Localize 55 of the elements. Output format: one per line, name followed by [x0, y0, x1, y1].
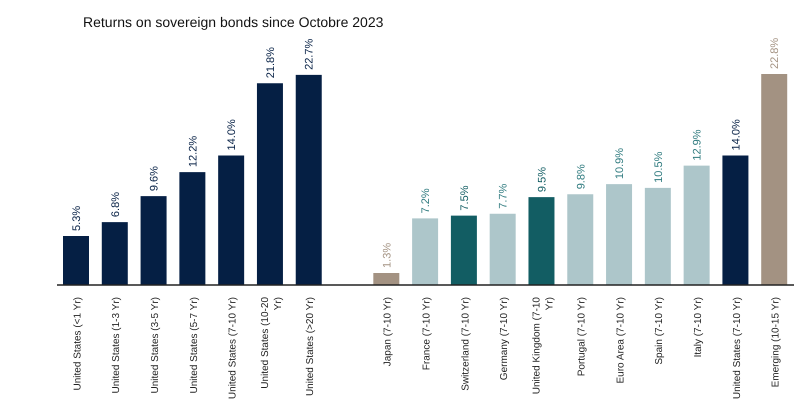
data-label: 12.2%: [187, 136, 200, 168]
x-tick-label: United Kingdom (7-10 Yr): [531, 296, 556, 394]
x-tick-label: United States (5-7 Yr): [188, 297, 200, 394]
x-tick-label: United States (1-3 Yr): [111, 297, 122, 394]
bar: [490, 214, 516, 285]
bar: [102, 222, 128, 285]
x-tick-label: United States (7-10 Yr): [228, 297, 239, 400]
data-label: 7.2%: [420, 188, 432, 214]
x-tick-label: Italy (7-10 Yr): [693, 297, 704, 358]
bar: [412, 218, 438, 285]
bar: [63, 236, 89, 285]
data-label: 21.8%: [264, 46, 277, 78]
x-tick-label: Japan (7-10 Yr): [382, 297, 394, 366]
data-label: 14.0%: [226, 119, 238, 150]
bar: [644, 188, 671, 285]
data-label: 9.6%: [148, 166, 161, 192]
bar: [567, 194, 594, 285]
bar: [761, 74, 788, 285]
data-label: 9.8%: [575, 164, 588, 190]
x-tick-label: United States (10-20 Yr): [260, 296, 284, 389]
x-tick-label: France (7-10 Yr): [422, 297, 432, 370]
bar: [218, 155, 244, 285]
data-label: 10.9%: [614, 148, 626, 180]
bar: [684, 166, 710, 285]
x-tick-label: Switzerland (7-10 Yr): [460, 297, 472, 391]
data-label: 22.8%: [769, 38, 782, 69]
data-label: 12.9%: [692, 129, 704, 161]
data-label: 6.8%: [110, 192, 122, 218]
bar: [450, 216, 477, 285]
bar: [528, 197, 554, 285]
x-tick-label: Germany (7-10 Yr): [499, 297, 510, 380]
data-label: 14.0%: [730, 119, 742, 150]
bar: [296, 74, 322, 285]
bar: [140, 196, 167, 285]
data-label: 7.7%: [498, 183, 510, 209]
x-tick-label: United States (3-5 Yr): [150, 297, 161, 394]
data-label: 10.5%: [652, 151, 665, 183]
x-tick-label: Portugal (7-10 Yr): [576, 297, 588, 376]
x-tick-label: United States (<1 Yr): [72, 297, 84, 390]
x-tick-label: Emerging (10-15 Yr): [770, 297, 782, 388]
bar: [722, 155, 748, 285]
bar: [179, 172, 206, 285]
x-tick-label: Spain (7-10 Yr): [654, 297, 666, 365]
data-label: 22.7%: [304, 38, 316, 70]
bar: [373, 272, 400, 285]
x-tick-label: United States (7-10 Yr): [732, 297, 743, 400]
bar: [606, 184, 632, 285]
data-label: 9.5%: [536, 166, 548, 192]
data-label: 7.5%: [458, 185, 471, 211]
bar: [256, 83, 283, 285]
x-tick-label: Euro Area (7-10 Yr): [615, 297, 626, 384]
x-tick-label: United States (>20 Yr): [305, 297, 316, 396]
chart-title: Returns on sovereign bonds since Octobre 2023: [83, 14, 384, 30]
data-label: 1.3%: [381, 242, 394, 268]
data-label: 5.3%: [71, 206, 83, 231]
